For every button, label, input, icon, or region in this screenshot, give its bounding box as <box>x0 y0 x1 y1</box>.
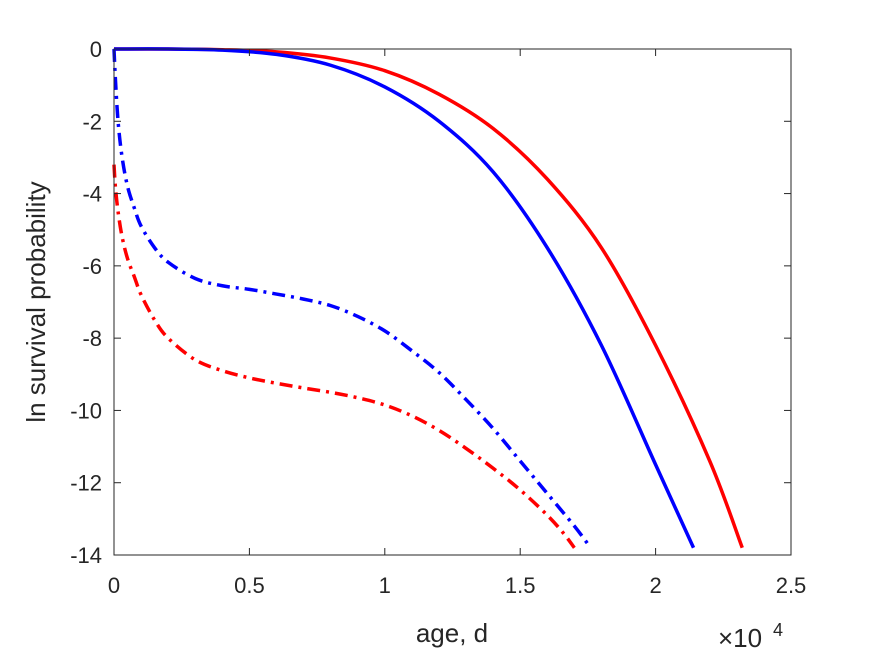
y-tick-label: -2 <box>82 109 102 134</box>
y-tick-label: 0 <box>90 37 102 62</box>
plot-frame <box>113 48 792 556</box>
x-tick-label: 1.5 <box>505 573 536 598</box>
x-tick-label: 2 <box>649 573 661 598</box>
y-axis-label: ln survival probability <box>21 181 51 422</box>
x-tick-label: 2.5 <box>776 573 807 598</box>
y-tick-label: -12 <box>70 471 102 496</box>
y-tick-label: -4 <box>82 182 102 207</box>
x-exponent-label: ×10 4 <box>718 620 783 653</box>
x-tick-label: 1 <box>379 573 391 598</box>
series-layer <box>112 47 744 549</box>
x-axis-label: age, d <box>416 618 488 648</box>
plot-area <box>114 49 791 555</box>
x-exponent-base: ×10 <box>718 623 762 653</box>
y-tick-label: -8 <box>82 326 102 351</box>
y-tick-label: -14 <box>70 543 102 568</box>
series-line-2 <box>113 47 696 549</box>
y-tick-label: -10 <box>70 398 102 423</box>
x-tick-label: 0.5 <box>234 573 265 598</box>
series-line-3 <box>112 48 593 549</box>
ticks-layer: 0 0.5 1 1.5 2 2.5 0 -2 -4 -6 -8 -10 -12 -14 <box>70 37 806 598</box>
x-tick-label: 0 <box>108 573 120 598</box>
x-exponent-power: 4 <box>773 620 783 640</box>
series-line-4 <box>112 164 576 549</box>
y-tick-label: -6 <box>82 254 102 279</box>
